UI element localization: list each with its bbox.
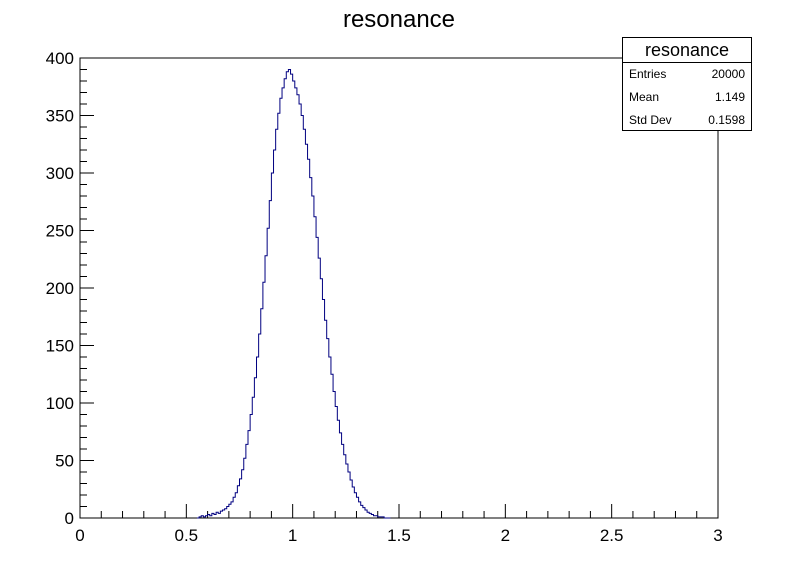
y-tick-label: 250 [46,222,74,241]
stats-row-stddev: Std Dev 0.1598 [623,109,751,132]
stats-value-mean: 1.149 [714,90,745,104]
y-tick-label: 350 [46,107,74,126]
y-tick-label: 400 [46,49,74,68]
stats-row-mean: Mean 1.149 [623,86,751,109]
histogram-line [196,69,391,519]
stats-box: resonance Entries 20000 Mean 1.149 Std D… [622,37,752,131]
stats-title: resonance [623,38,751,63]
x-tick-label: 0.5 [175,526,199,545]
chart-title: resonance [343,6,455,33]
x-tick-label: 3 [713,526,722,545]
stats-value-stddev: 0.1598 [708,113,745,127]
x-tick-label: 1.5 [387,526,411,545]
y-tick-label: 0 [65,509,74,528]
y-tick-label: 200 [46,279,74,298]
x-tick-label: 0 [75,526,84,545]
stats-label-entries: Entries [629,67,667,81]
y-tick-label: 300 [46,164,74,183]
tick-labels: 0 0.5 1 1.5 2 2.5 3 0 50 100 150 200 250 300 350 400 [46,49,723,545]
stats-value-entries: 20000 [711,67,745,81]
stats-label-stddev: Std Dev [629,113,672,127]
y-tick-label: 50 [55,452,74,471]
x-tick-label: 1 [288,526,297,545]
y-tick-label: 150 [46,337,74,356]
x-tick-label: 2 [501,526,510,545]
x-tick-label: 2.5 [600,526,624,545]
stats-row-entries: Entries 20000 [623,63,751,86]
y-tick-label: 100 [46,394,74,413]
stats-label-mean: Mean [629,90,660,104]
axis-ticks [79,57,719,519]
